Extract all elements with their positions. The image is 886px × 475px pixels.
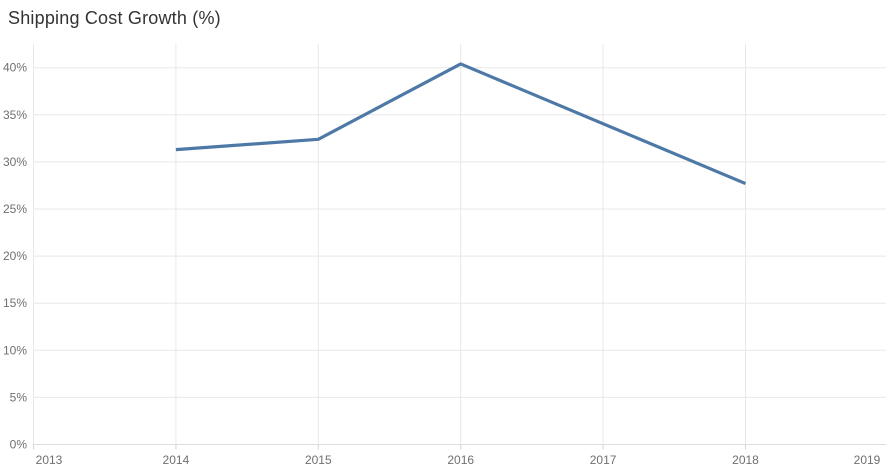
y-tick-label: 30%: [3, 155, 27, 169]
data-line-series: [175, 62, 747, 186]
y-tick-label: 40%: [3, 61, 27, 75]
y-tick-label: 10%: [3, 343, 27, 357]
x-tick-label: 2016: [447, 453, 474, 467]
y-tick-label: 5%: [10, 390, 28, 404]
x-tick-label: 2014: [163, 453, 190, 467]
chart-title: Shipping Cost Growth (%): [8, 8, 221, 28]
y-tick-label: 0%: [10, 438, 28, 452]
x-tick-label: 2015: [305, 453, 332, 467]
x-tick-label: 2018: [732, 453, 759, 467]
x-tick-label: 2019: [854, 453, 881, 467]
y-tick-label: 15%: [3, 296, 27, 310]
x-tick-label: 2017: [590, 453, 617, 467]
x-tick-label: 2013: [36, 453, 63, 467]
y-tick-label: 20%: [3, 249, 27, 263]
y-tick-label: 35%: [3, 108, 27, 122]
y-tick-label: 25%: [3, 202, 27, 216]
